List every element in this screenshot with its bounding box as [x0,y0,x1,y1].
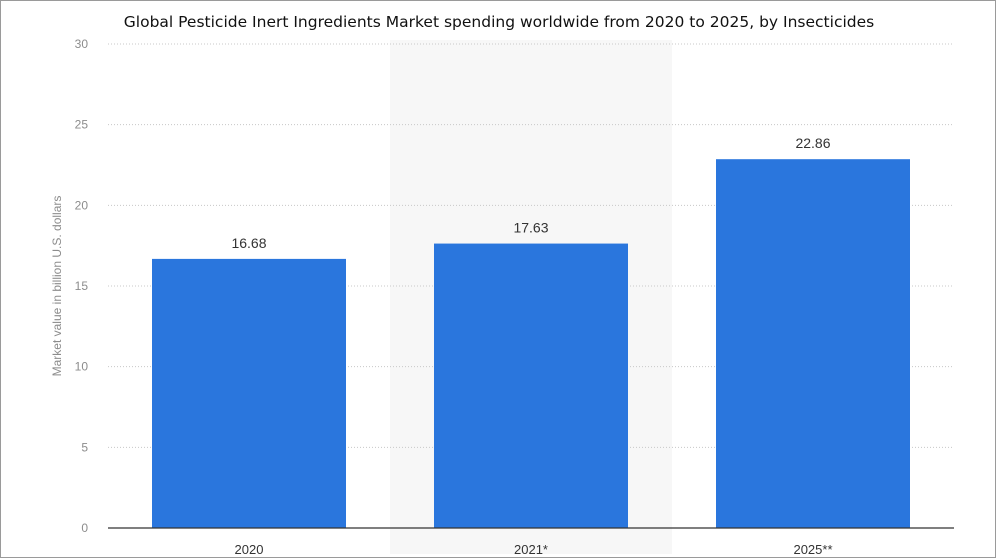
data-label: 17.63 [513,220,548,236]
y-tick-label: 0 [81,521,88,535]
y-tick-label: 10 [75,360,89,374]
y-axis-title: Market value in billion U.S. dollars [50,196,64,377]
chart-title: Global Pesticide Inert Ingredients Marke… [123,13,875,31]
y-tick-label: 15 [75,279,89,293]
bar[interactable] [152,258,346,528]
y-tick-label: 20 [75,198,89,212]
bar[interactable] [434,243,628,528]
x-tick-label: 2021* [514,542,548,557]
x-tick-label: 2020 [235,542,264,557]
data-label: 22.86 [795,135,830,151]
x-tick-label: 2025** [793,542,832,557]
y-tick-label: 25 [75,118,89,132]
bar[interactable] [716,159,910,528]
y-tick-label: 5 [81,440,88,454]
y-tick-label: 30 [75,37,89,51]
data-label: 16.68 [231,235,266,251]
